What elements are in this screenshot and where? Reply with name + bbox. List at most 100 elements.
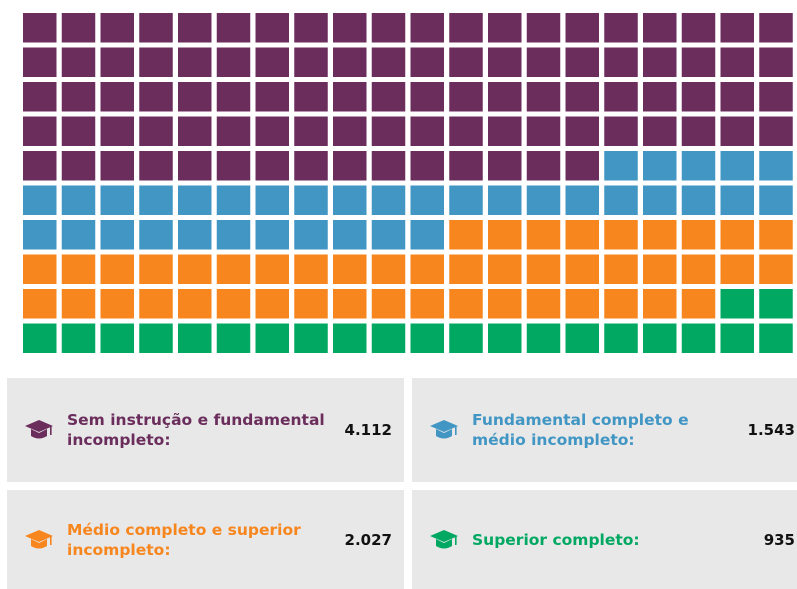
- waffle-square: [294, 289, 328, 319]
- waffle-square: [565, 151, 599, 181]
- waffle-square: [604, 47, 638, 77]
- waffle-square: [449, 323, 483, 353]
- waffle-square: [255, 289, 289, 319]
- waffle-square: [759, 289, 793, 319]
- waffle-square: [178, 289, 212, 319]
- legend-value: 4.112: [344, 421, 392, 439]
- waffle-square: [681, 289, 716, 319]
- waffle-square: [294, 323, 328, 353]
- waffle-square: [720, 47, 754, 77]
- waffle-square: [449, 220, 483, 250]
- waffle-square: [23, 220, 57, 250]
- waffle-square: [333, 151, 367, 181]
- waffle-square: [371, 289, 406, 319]
- waffle-square: [526, 47, 561, 77]
- waffle-square: [488, 13, 522, 43]
- waffle-square: [178, 185, 212, 215]
- waffle-square: [371, 323, 406, 353]
- waffle-square: [681, 47, 716, 77]
- waffle-square: [100, 151, 134, 181]
- waffle-square: [333, 289, 367, 319]
- waffle-square: [371, 47, 406, 77]
- waffle-square: [294, 47, 328, 77]
- legend-card: Fundamental completo e médio incompleto:…: [412, 378, 797, 482]
- waffle-square: [565, 13, 599, 43]
- waffle-square: [178, 116, 212, 146]
- waffle-square: [178, 47, 212, 77]
- legend-value: 2.027: [344, 530, 392, 549]
- waffle-square: [371, 82, 406, 112]
- waffle-square: [216, 82, 251, 112]
- waffle-square: [604, 185, 638, 215]
- waffle-square: [681, 82, 716, 112]
- waffle-square: [61, 82, 96, 112]
- waffle-square: [759, 185, 793, 215]
- waffle-square: [720, 323, 754, 353]
- waffle-square: [720, 151, 754, 181]
- waffle-square: [720, 220, 754, 250]
- waffle-square: [371, 13, 406, 43]
- waffle-square: [643, 185, 677, 215]
- waffle-square: [216, 254, 251, 284]
- waffle-square: [255, 323, 289, 353]
- waffle-square: [488, 289, 522, 319]
- waffle-square: [526, 13, 561, 43]
- waffle-square: [100, 323, 134, 353]
- waffle-square: [526, 151, 561, 181]
- waffle-square: [216, 220, 251, 250]
- waffle-square: [449, 254, 483, 284]
- waffle-square: [139, 47, 173, 77]
- waffle-square: [759, 151, 793, 181]
- waffle-square: [410, 47, 444, 77]
- legend-card: Sem instrução e fundamental incompleto: 4…: [7, 378, 404, 482]
- waffle-square: [720, 116, 754, 146]
- waffle-square: [449, 13, 483, 43]
- waffle-square: [23, 13, 57, 43]
- waffle-square: [565, 323, 599, 353]
- waffle-square: [333, 254, 367, 284]
- waffle-square: [449, 47, 483, 77]
- waffle-square: [371, 185, 406, 215]
- waffle-square: [255, 254, 289, 284]
- waffle-square: [23, 185, 57, 215]
- waffle-square: [643, 13, 677, 43]
- waffle-square: [100, 185, 134, 215]
- legend-label: Superior completo:: [472, 530, 640, 549]
- waffle-square: [61, 185, 96, 215]
- waffle-square: [410, 116, 444, 146]
- waffle-square: [643, 47, 677, 77]
- waffle-square: [643, 151, 677, 181]
- waffle-square: [410, 289, 444, 319]
- waffle-square: [759, 116, 793, 146]
- waffle-square: [410, 220, 444, 250]
- waffle-square: [526, 116, 561, 146]
- waffle-square: [371, 254, 406, 284]
- waffle-square: [61, 116, 96, 146]
- waffle-square: [526, 82, 561, 112]
- waffle-square: [333, 323, 367, 353]
- waffle-square: [139, 116, 173, 146]
- waffle-square: [681, 116, 716, 146]
- waffle-square: [643, 82, 677, 112]
- waffle-square: [759, 13, 793, 43]
- waffle-square: [61, 220, 96, 250]
- waffle-square: [255, 220, 289, 250]
- waffle-square: [294, 220, 328, 250]
- waffle-square: [488, 47, 522, 77]
- waffle-square: [139, 13, 173, 43]
- waffle-square: [23, 151, 57, 181]
- waffle-square: [61, 13, 96, 43]
- waffle-square: [488, 82, 522, 112]
- waffle-square: [255, 151, 289, 181]
- waffle-square: [759, 323, 793, 353]
- waffle-square: [23, 323, 57, 353]
- waffle-square: [178, 82, 212, 112]
- waffle-square: [604, 116, 638, 146]
- waffle-square: [410, 82, 444, 112]
- graduation-cap-icon: [25, 529, 53, 548]
- waffle-square: [720, 254, 754, 284]
- waffle-square: [100, 82, 134, 112]
- legend-label: Sem instrução e fundamental incompleto:: [67, 411, 325, 449]
- waffle-square: [216, 47, 251, 77]
- waffle-square: [371, 116, 406, 146]
